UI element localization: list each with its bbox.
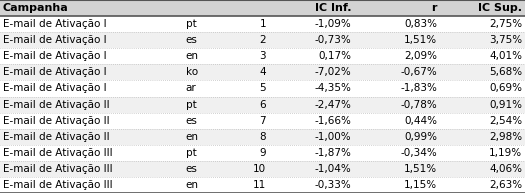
Text: E-mail de Ativação I: E-mail de Ativação I — [3, 35, 106, 45]
Text: 2,63%: 2,63% — [489, 180, 522, 190]
Text: es: es — [186, 164, 197, 174]
Bar — [0, 64, 525, 80]
Text: E-mail de Ativação I: E-mail de Ativação I — [3, 51, 106, 61]
Text: Campanha: Campanha — [3, 3, 68, 13]
Text: E-mail de Ativação I: E-mail de Ativação I — [3, 83, 106, 93]
Bar — [0, 177, 525, 193]
Bar — [0, 32, 525, 48]
Text: -1,09%: -1,09% — [314, 19, 351, 29]
Text: 1,51%: 1,51% — [404, 164, 437, 174]
Text: 7: 7 — [259, 116, 266, 126]
Text: 0,83%: 0,83% — [404, 19, 437, 29]
Text: 0,91%: 0,91% — [489, 100, 522, 110]
Text: 2: 2 — [259, 35, 266, 45]
Text: ar: ar — [186, 83, 196, 93]
Text: 0,17%: 0,17% — [319, 51, 351, 61]
Text: E-mail de Ativação III: E-mail de Ativação III — [3, 148, 112, 158]
Text: 4,01%: 4,01% — [489, 51, 522, 61]
Text: 1,51%: 1,51% — [404, 35, 437, 45]
Text: es: es — [186, 35, 197, 45]
Text: -7,02%: -7,02% — [314, 67, 351, 77]
Text: -0,73%: -0,73% — [314, 35, 351, 45]
Text: 3: 3 — [259, 51, 266, 61]
Text: -2,47%: -2,47% — [314, 100, 351, 110]
Text: IC Inf.: IC Inf. — [315, 3, 351, 13]
Text: IC Sup.: IC Sup. — [478, 3, 522, 13]
Text: 4: 4 — [259, 67, 266, 77]
Text: 4,06%: 4,06% — [489, 164, 522, 174]
Text: 2,98%: 2,98% — [489, 132, 522, 142]
Text: es: es — [186, 116, 197, 126]
Text: -4,35%: -4,35% — [314, 83, 351, 93]
Text: 5,68%: 5,68% — [489, 67, 522, 77]
Bar — [0, 129, 525, 145]
Text: E-mail de Ativação III: E-mail de Ativação III — [3, 180, 112, 190]
Text: E-mail de Ativação III: E-mail de Ativação III — [3, 164, 112, 174]
Text: en: en — [186, 132, 199, 142]
Text: 3,75%: 3,75% — [489, 35, 522, 45]
Text: 0,99%: 0,99% — [404, 132, 437, 142]
Text: 1,19%: 1,19% — [489, 148, 522, 158]
Text: 2,75%: 2,75% — [489, 19, 522, 29]
Text: E-mail de Ativação II: E-mail de Ativação II — [3, 100, 109, 110]
Text: 9: 9 — [259, 148, 266, 158]
Bar — [0, 161, 525, 177]
Text: -0,78%: -0,78% — [400, 100, 437, 110]
Text: 5: 5 — [259, 83, 266, 93]
Text: 1: 1 — [259, 19, 266, 29]
Text: E-mail de Ativação I: E-mail de Ativação I — [3, 67, 106, 77]
Text: pt: pt — [186, 19, 196, 29]
Text: 10: 10 — [253, 164, 266, 174]
Bar — [0, 80, 525, 96]
Text: 2,54%: 2,54% — [489, 116, 522, 126]
Text: E-mail de Ativação II: E-mail de Ativação II — [3, 116, 109, 126]
Text: -0,33%: -0,33% — [314, 180, 351, 190]
Bar — [0, 16, 525, 32]
Bar — [0, 0, 525, 16]
Text: en: en — [186, 51, 199, 61]
Text: -1,66%: -1,66% — [314, 116, 351, 126]
Text: ko: ko — [186, 67, 198, 77]
Bar — [0, 145, 525, 161]
Text: 8: 8 — [259, 132, 266, 142]
Text: 1,15%: 1,15% — [404, 180, 437, 190]
Text: -1,04%: -1,04% — [314, 164, 351, 174]
Text: E-mail de Ativação II: E-mail de Ativação II — [3, 132, 109, 142]
Text: -1,00%: -1,00% — [315, 132, 351, 142]
Text: -0,34%: -0,34% — [400, 148, 437, 158]
Text: -1,83%: -1,83% — [400, 83, 437, 93]
Text: 0,69%: 0,69% — [489, 83, 522, 93]
Bar — [0, 48, 525, 64]
Text: 6: 6 — [259, 100, 266, 110]
Text: r: r — [432, 3, 437, 13]
Text: 11: 11 — [253, 180, 266, 190]
Bar — [0, 96, 525, 113]
Text: -1,87%: -1,87% — [314, 148, 351, 158]
Bar — [0, 113, 525, 129]
Text: 2,09%: 2,09% — [404, 51, 437, 61]
Text: E-mail de Ativação I: E-mail de Ativação I — [3, 19, 106, 29]
Text: -0,67%: -0,67% — [400, 67, 437, 77]
Text: pt: pt — [186, 100, 196, 110]
Text: en: en — [186, 180, 199, 190]
Text: 0,44%: 0,44% — [404, 116, 437, 126]
Text: pt: pt — [186, 148, 196, 158]
